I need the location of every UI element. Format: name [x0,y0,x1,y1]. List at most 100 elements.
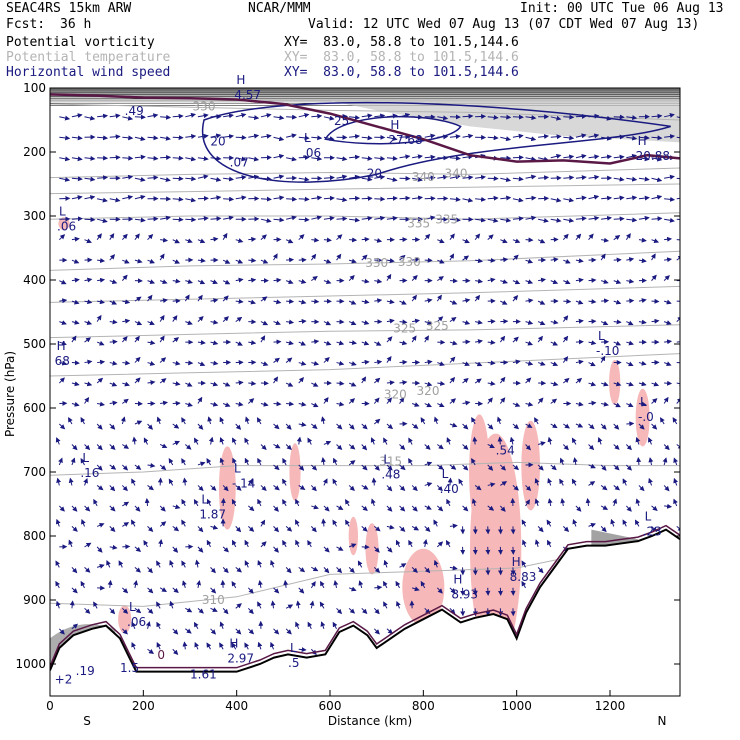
wind-vector [59,156,71,162]
wind-vector [449,155,461,161]
wind-vector [134,136,146,142]
wind-vector [210,133,222,139]
wind-vector [320,416,326,425]
wind-vector [525,258,534,264]
wind-vector [563,154,575,160]
wind-vector [106,560,111,568]
wind-vector [286,340,294,346]
wind-vector [70,457,76,466]
wind-vector [257,498,262,507]
wind-vector [487,397,493,404]
wind-vector [361,526,368,532]
wind-vector [156,416,162,425]
x-tick-label: 400 [225,699,248,713]
wind-vector [525,115,537,121]
wind-vector [562,315,569,322]
wind-vector [131,519,136,527]
wind-vector [449,340,458,346]
wind-vector [286,114,298,120]
wind-vector [462,238,470,244]
wind-vector [588,522,596,528]
wind-vector [638,156,650,162]
wind-vector [232,437,237,445]
wind-vector [411,402,420,407]
wind-vector [411,505,418,512]
wind-vector [487,443,495,449]
wind-vector [613,216,625,222]
wind-vector [357,560,363,568]
wind-vector [550,361,559,367]
wind-vector [248,236,257,242]
wind-vector [295,498,300,507]
wind-vector [58,234,66,241]
wind-vector [235,628,242,635]
y-tick-label: 700 [23,465,46,479]
wind-vector [235,603,242,609]
wind-vector [601,298,610,304]
wind-vector [147,279,156,285]
wind-vector [172,648,179,656]
wind-vector [156,560,161,568]
wind-vector [626,381,634,387]
field-theta-xy: XY= 83.0, 58.8 to 101.5,144.6 [284,50,519,65]
wind-vector [424,526,431,532]
plot-frame [49,87,681,697]
wind-vector [182,641,188,650]
init-time: Init: 00 UTC Tue 06 Aug 13 [520,1,724,16]
wind-vector [424,335,429,343]
wind-vector [159,378,167,384]
wind-vector [525,156,537,162]
wind-vector [348,444,356,450]
wind-vector [134,320,143,326]
wind-vector [59,279,67,285]
wind-vector [525,298,534,304]
wind-vector [588,133,600,139]
extremum-value-label: -.14 [232,477,255,491]
wind-vector [68,477,74,486]
y-tick-label: 400 [23,273,46,287]
wind-vector [256,417,262,425]
wind-vector [537,567,544,574]
wind-vector [197,174,209,180]
wind-vector [525,279,534,285]
wind-vector [298,299,307,305]
wind-vector [121,628,128,635]
wind-vector [298,587,305,594]
wind-vector [96,444,103,451]
wind-vector [437,464,444,470]
terrain-line [50,528,680,673]
wind-vector [672,417,678,425]
wind-vector [638,195,650,201]
x-tick-label: 600 [319,699,342,713]
wind-vector [374,298,383,304]
wind-vector [260,444,267,451]
wind-vector [547,477,553,486]
wind-vector [235,380,244,386]
wind-vector [84,299,93,305]
wind-vector [285,238,294,244]
wind-vector [399,563,407,568]
wind-vector [206,498,212,507]
extremum-value-label: 68 [55,354,70,368]
wind-vector [260,296,268,302]
wind-vector [575,133,587,139]
wind-vector [122,115,134,121]
wind-vector [676,197,680,200]
wind-vector [109,339,118,345]
wind-vector [210,279,218,285]
wind-vector [122,155,134,161]
wind-vector [588,463,596,469]
wind-vector [651,381,660,387]
wind-vector [537,397,544,404]
wind-vector [273,526,280,533]
wind-vector [626,402,634,408]
wind-vector [248,115,260,121]
wind-vector [286,215,297,221]
wind-vector [512,238,521,244]
wind-vector [349,134,361,139]
wind-vector [411,525,420,531]
wind-vector [298,422,307,427]
wind-vector [257,457,262,466]
wind-vector [235,259,244,264]
wind-vector [147,175,159,181]
